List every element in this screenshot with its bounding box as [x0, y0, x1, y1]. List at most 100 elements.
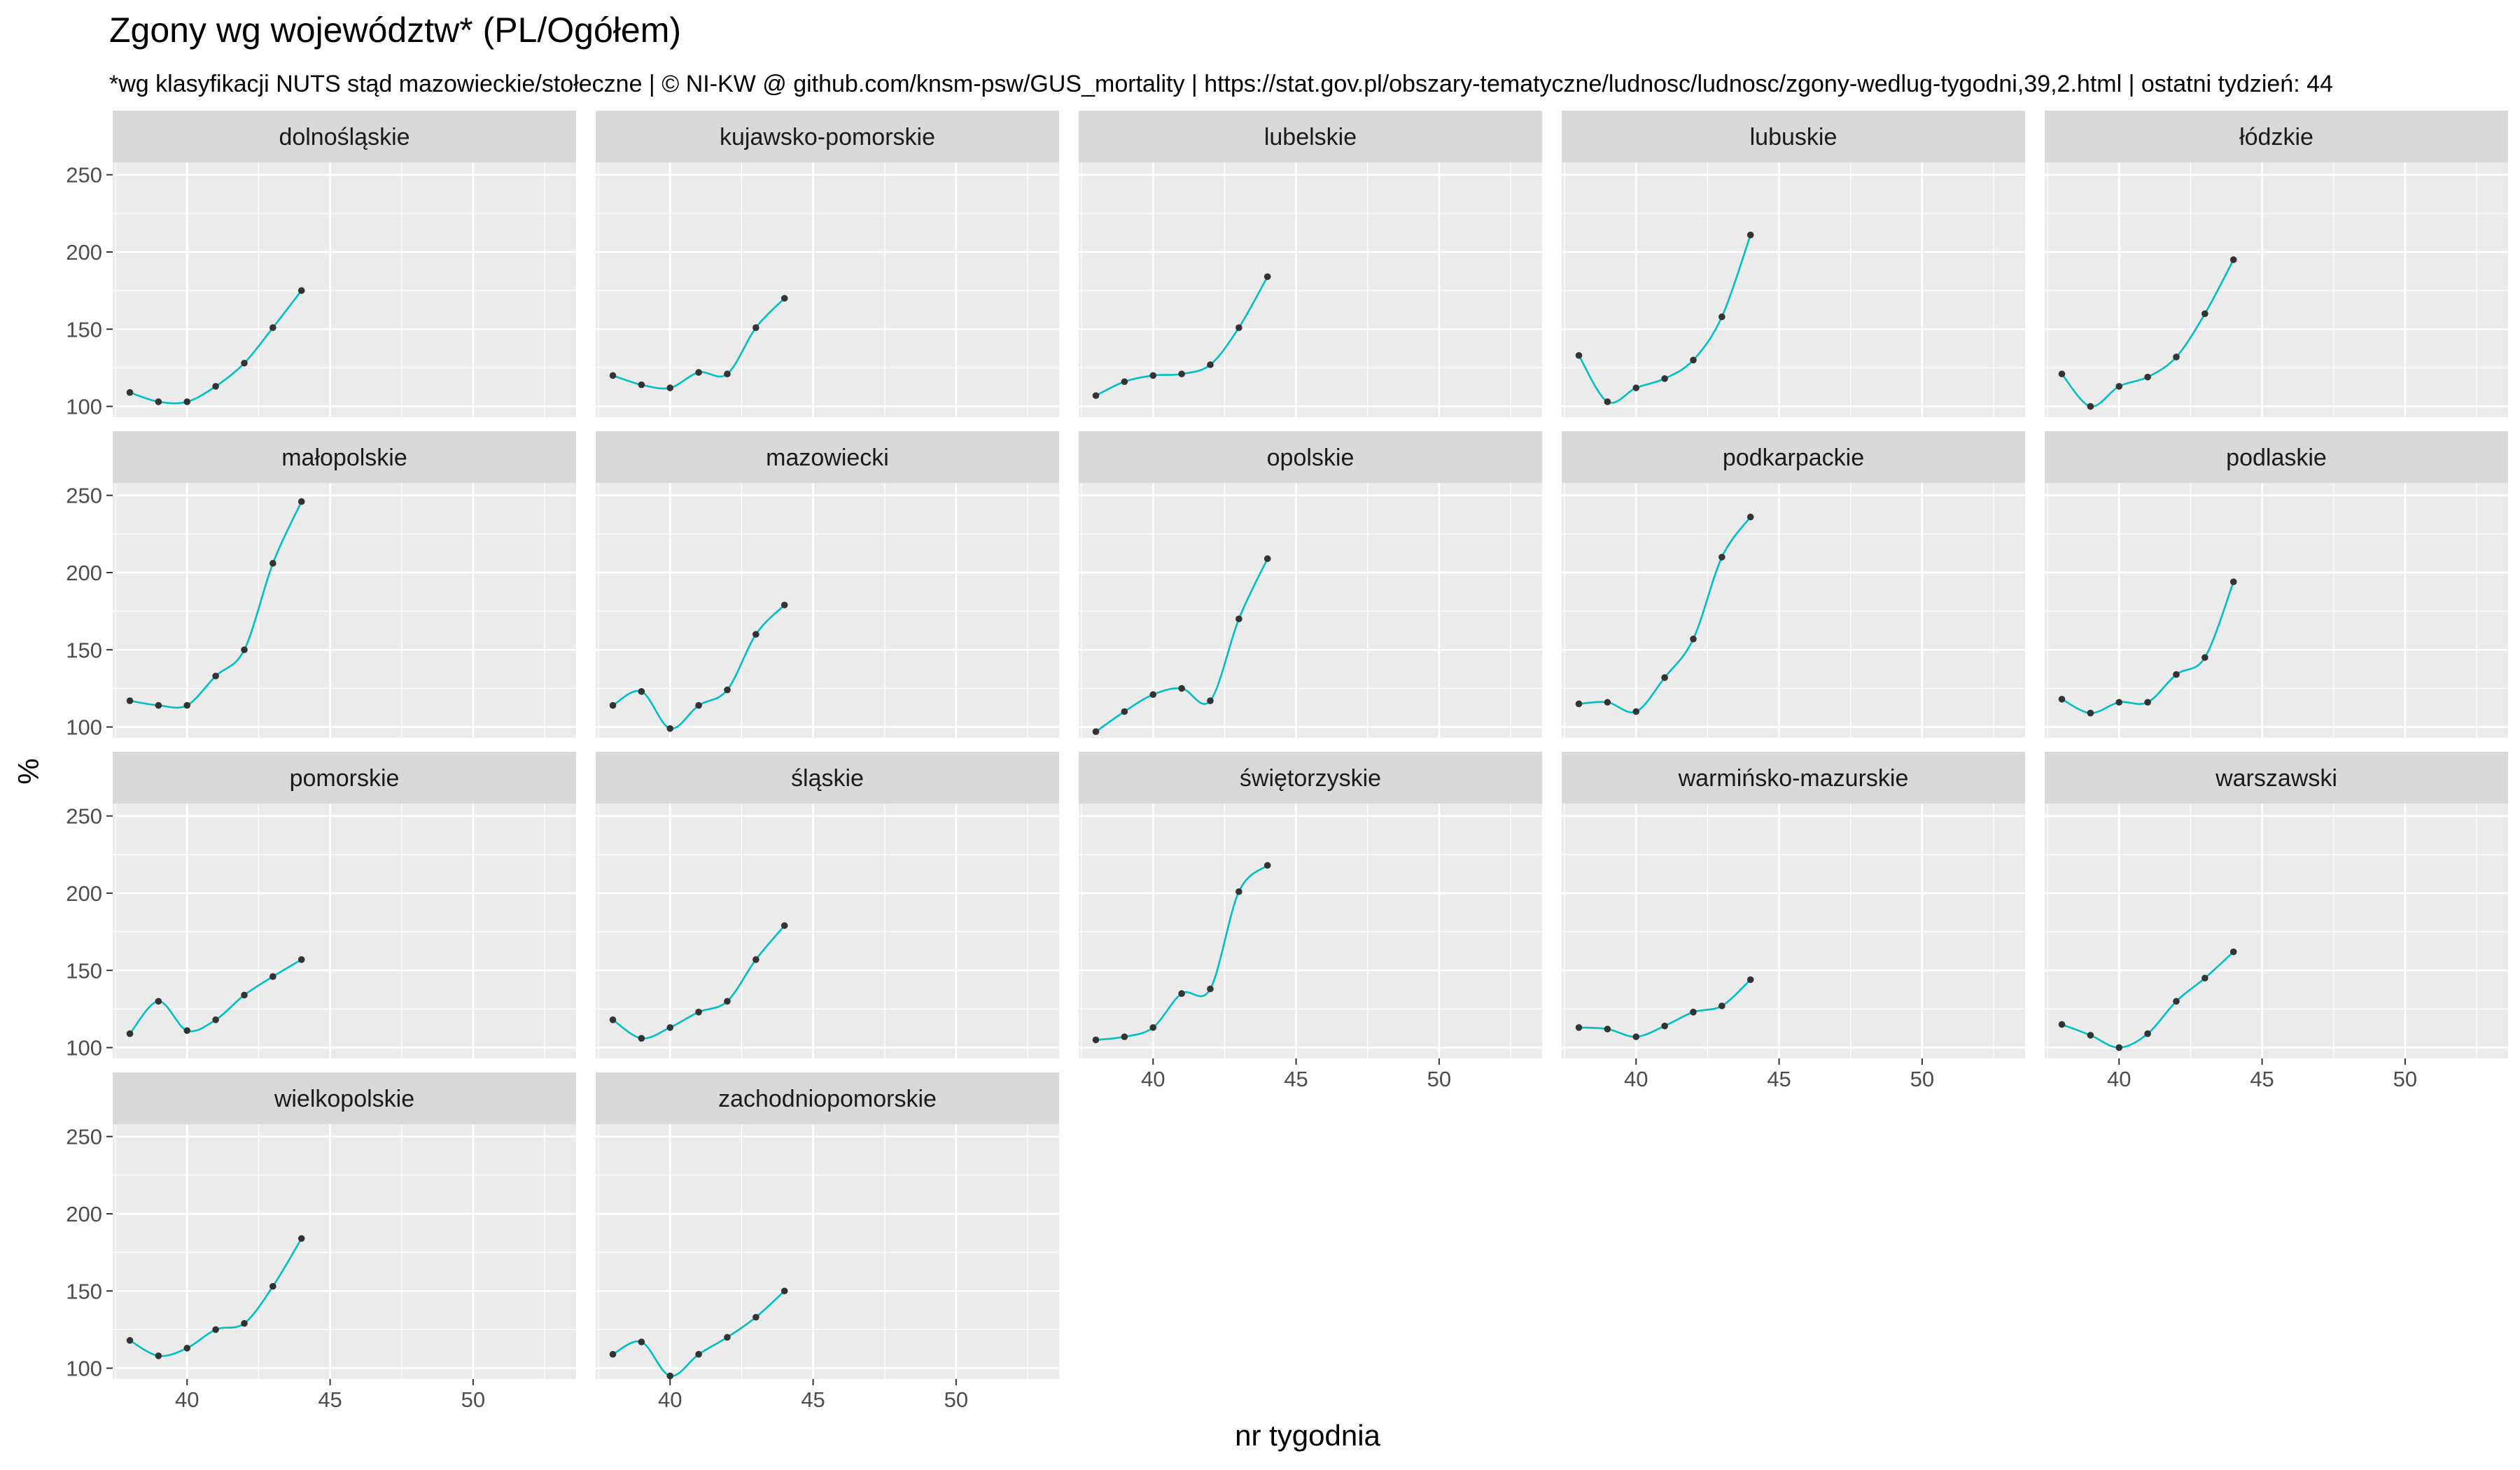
facet-panel: świętorzyskie 40 45 50 [1079, 752, 1542, 1091]
data-point [666, 1372, 674, 1380]
y-tick-label: 150 [66, 958, 102, 983]
facet-strip [2045, 752, 2508, 804]
facet-strip [113, 752, 576, 804]
y-tick-label: 150 [66, 317, 102, 342]
data-point [638, 381, 645, 388]
data-point [1207, 361, 1214, 368]
panel-background [1079, 162, 1542, 417]
data-point [212, 1016, 219, 1023]
data-point [1632, 1033, 1640, 1040]
facet-strip [1562, 431, 2025, 483]
panel-background [596, 804, 1059, 1058]
data-point [1178, 990, 1185, 997]
data-point [183, 398, 191, 405]
panel-background [2045, 804, 2508, 1058]
data-point [1661, 674, 1668, 681]
facet-panel: lubelskie [1079, 111, 1542, 417]
data-point [1264, 555, 1271, 562]
data-point [752, 631, 760, 638]
y-tick-label: 250 [66, 484, 102, 508]
data-point [695, 1009, 702, 1016]
data-point [270, 559, 276, 567]
x-tick-label: 50 [944, 1387, 968, 1412]
data-point [1690, 356, 1697, 364]
data-point [638, 688, 645, 695]
x-axis-title: nr tygodnia [1235, 1419, 1380, 1452]
data-point [724, 686, 731, 694]
y-tick-label: 250 [66, 1125, 102, 1149]
data-point [298, 1235, 305, 1242]
data-point [1718, 313, 1726, 321]
data-point [241, 1320, 248, 1327]
data-point [1207, 985, 1214, 993]
data-point [695, 369, 702, 376]
data-point [1632, 384, 1640, 391]
facet-strip-label: świętorzyskie [1240, 765, 1381, 792]
x-tick-label: 45 [2250, 1067, 2274, 1091]
facet-strip-label: łódzkie [2239, 124, 2314, 150]
panel-background [1562, 483, 2025, 738]
facet-strip [1079, 111, 1542, 162]
facet-strip [2045, 111, 2508, 162]
data-point [1264, 273, 1271, 281]
data-point [2202, 974, 2208, 982]
facet-strip [596, 1072, 1059, 1124]
data-point [1661, 375, 1668, 382]
y-tick-label: 200 [66, 881, 102, 906]
panel-background [113, 804, 576, 1058]
data-point [1092, 392, 1100, 399]
data-point [2202, 654, 2208, 662]
data-point [1236, 888, 1242, 895]
facet-strip-label: pomorskie [290, 765, 400, 792]
data-point [1575, 351, 1583, 359]
facet-strip-label: mazowiecki [766, 444, 889, 471]
x-tick-label: 40 [1141, 1067, 1165, 1091]
facet-strip [113, 431, 576, 483]
facet-panel: pomorskie 100 150 200 250 [66, 752, 576, 1060]
chart-title: Zgony wg województw* (PL/Ogółem) [109, 10, 681, 50]
data-point [298, 287, 305, 294]
data-point [752, 1313, 760, 1321]
facet-grid: dolnośląskie 100 150 200 250 kujawsko-pomorsk… [66, 111, 2508, 1412]
panel-background [1079, 483, 1542, 738]
data-point [126, 697, 134, 704]
data-point [1149, 372, 1157, 379]
data-point [1178, 685, 1185, 692]
y-tick-label: 150 [66, 638, 102, 662]
panel-background [596, 162, 1059, 417]
facet-strip-label: wielkopolskie [274, 1086, 414, 1112]
facet-panel: opolskie [1079, 431, 1542, 738]
data-point [780, 922, 788, 930]
data-point [780, 295, 788, 302]
data-point [1604, 699, 1611, 706]
facet-panel: mazowiecki [596, 431, 1059, 738]
data-point [752, 324, 760, 331]
panel-background [596, 483, 1059, 738]
facet-panel: małopolskie 100 150 200 250 [66, 431, 576, 740]
data-point [695, 701, 702, 709]
data-point [1718, 1002, 1726, 1009]
panel-background [2045, 162, 2508, 417]
data-point [183, 701, 191, 709]
panel-background [1562, 162, 2025, 417]
data-point [1604, 398, 1611, 405]
facet-strip [113, 1072, 576, 1124]
data-point [298, 498, 305, 505]
chart-subtitle: *wg klasyfikacji NUTS stąd mazowieckie/s… [109, 71, 2333, 97]
x-tick-label: 50 [1910, 1067, 1934, 1091]
data-point [1149, 1024, 1157, 1031]
y-tick-label: 200 [66, 1202, 102, 1226]
data-point [780, 1287, 788, 1295]
data-point [666, 384, 674, 391]
data-point [2115, 699, 2123, 706]
facet-strip [1562, 752, 2025, 804]
data-point [1632, 708, 1640, 715]
facet-strip-label: śląskie [791, 765, 864, 792]
y-tick-label: 250 [66, 804, 102, 829]
data-point [1661, 1022, 1668, 1030]
facet-panel: podkarpackie [1562, 431, 2025, 738]
data-point [183, 1027, 191, 1035]
y-tick-label: 200 [66, 561, 102, 585]
data-point [780, 601, 788, 609]
facet-strip-label: kujawsko-pomorskie [720, 124, 935, 150]
